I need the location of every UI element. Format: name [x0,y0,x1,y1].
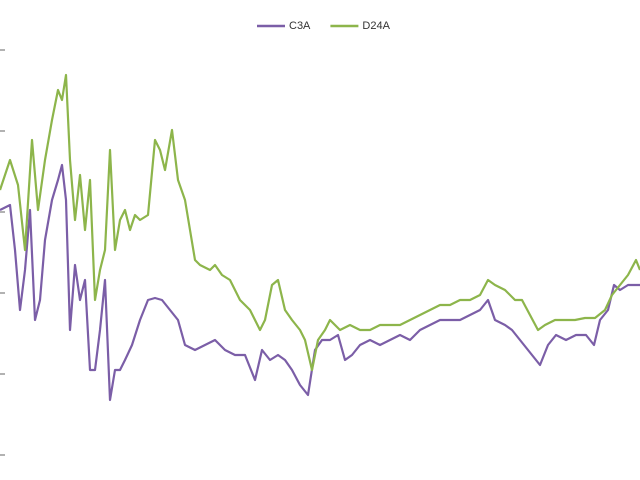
series-line [0,163,640,402]
series-line [0,73,640,372]
legend-label: D24A [362,20,390,32]
legend-label: C3A [289,20,311,32]
